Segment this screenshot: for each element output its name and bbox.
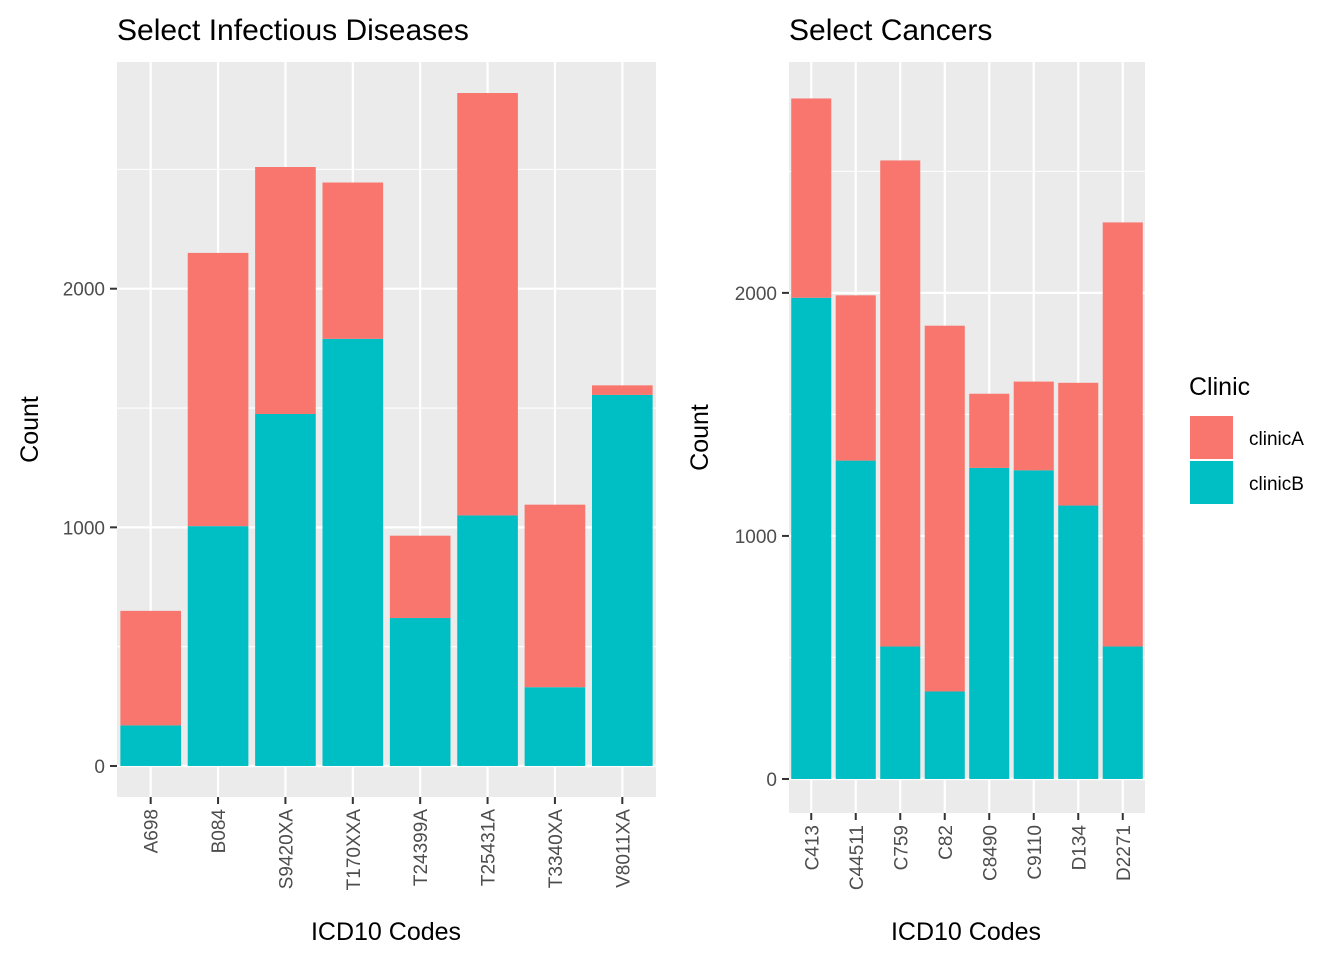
x-tick-label: C759 xyxy=(891,825,912,870)
legend-swatch-clinicB xyxy=(1190,461,1233,504)
x-tick-label: V8011XA xyxy=(613,809,634,888)
bar-clinicB-C44511 xyxy=(835,460,876,779)
y-tick-label: 2000 xyxy=(63,280,105,301)
x-tick-label: S9420XA xyxy=(276,809,297,890)
y-axis-title: Count xyxy=(16,396,44,463)
bar-clinicA-C8490 xyxy=(969,393,1010,468)
x-tick-label: A698 xyxy=(142,809,163,853)
bar-clinicB-D134 xyxy=(1058,505,1099,779)
bar-clinicA-V8011XA xyxy=(591,385,653,395)
x-tick-label: B084 xyxy=(209,809,230,854)
bar-clinicB-T170XXA xyxy=(322,338,384,766)
bar-clinicA-D2271 xyxy=(1102,222,1143,647)
bar-clinicB-C8490 xyxy=(969,467,1010,779)
chart-infectious-diseases: 0 1000 2000 A698 B084 S9420XA T170XXA T24399A T2… xyxy=(16,14,656,946)
x-tick-label: C44511 xyxy=(847,825,868,890)
bar-clinicA-C413 xyxy=(791,98,832,298)
x-tick-label: T25431A xyxy=(479,809,500,886)
bar-clinicA-S9420XA xyxy=(255,167,316,414)
x-tick-label: T170XXA xyxy=(344,809,365,891)
y-axis-title: Count xyxy=(686,404,714,471)
bar-clinicA-T24399A xyxy=(389,535,451,619)
x-axis-title: ICD10 Codes xyxy=(891,918,1041,946)
legend-swatch-clinicA xyxy=(1190,416,1233,459)
bar-clinicB-C413 xyxy=(791,297,832,779)
bar-clinicB-T25431A xyxy=(457,515,518,766)
y-tick-label: 2000 xyxy=(735,284,777,305)
bar-clinicA-T170XXA xyxy=(322,182,384,339)
bar-clinicB-A698 xyxy=(120,725,182,766)
legend-title: Clinic xyxy=(1189,373,1250,401)
bar-clinicB-C759 xyxy=(880,646,921,779)
bar-clinicA-C759 xyxy=(880,160,921,647)
bar-clinicB-T24399A xyxy=(389,618,451,766)
y-tick-label: 0 xyxy=(94,757,105,778)
legend: Clinic clinicA clinicB xyxy=(1189,373,1304,504)
bar-clinicB-V8011XA xyxy=(591,394,653,766)
bar-clinicB-S9420XA xyxy=(255,413,316,766)
bar-clinicB-B084 xyxy=(187,526,249,766)
bar-clinicB-D2271 xyxy=(1102,646,1143,779)
bar-clinicB-T3340XA xyxy=(524,687,586,766)
bar-clinicA-T3340XA xyxy=(524,504,586,688)
x-axis-title: ICD10 Codes xyxy=(311,918,461,946)
x-tick-label: T3340XA xyxy=(546,809,567,889)
bar-clinicB-C9110 xyxy=(1013,470,1054,779)
legend-label-clinicB: clinicB xyxy=(1249,474,1304,495)
bar-clinicA-C82 xyxy=(924,325,965,692)
x-tick-label: C8490 xyxy=(980,825,1001,881)
bar-clinicA-D134 xyxy=(1058,382,1099,506)
x-tick-label: T24399A xyxy=(411,809,432,886)
y-tick-label: 1000 xyxy=(735,527,777,548)
x-tick-label: D2271 xyxy=(1114,825,1135,881)
bar-clinicA-A698 xyxy=(120,610,182,726)
y-tick-label: 1000 xyxy=(63,518,105,539)
y-tick-label: 0 xyxy=(766,770,777,791)
bar-clinicA-C44511 xyxy=(835,295,876,461)
chart-title: Select Cancers xyxy=(789,14,992,47)
x-tick-label: C82 xyxy=(936,825,957,860)
bar-clinicA-B084 xyxy=(187,252,249,527)
chart-cancers: 0 1000 2000 C413 C44511 C759 C82 C8490 C9110 D134… xyxy=(686,14,1145,946)
chart-title: Select Infectious Diseases xyxy=(117,14,469,47)
x-tick-label: D134 xyxy=(1069,825,1090,871)
bar-clinicA-T25431A xyxy=(457,93,518,516)
legend-label-clinicA: clinicA xyxy=(1249,429,1304,450)
x-tick-label: C413 xyxy=(802,825,823,870)
bar-clinicA-C9110 xyxy=(1013,381,1054,471)
x-tick-label: C9110 xyxy=(1025,825,1046,880)
bar-clinicB-C82 xyxy=(924,691,965,779)
